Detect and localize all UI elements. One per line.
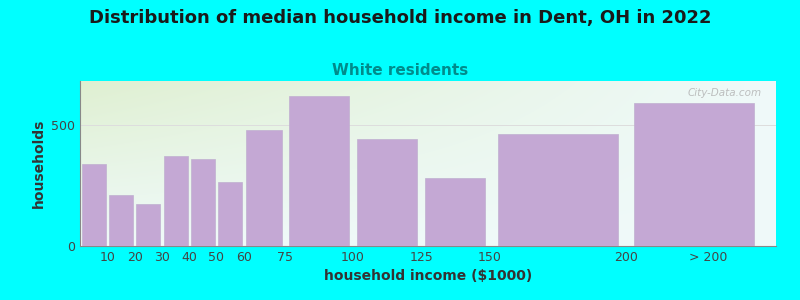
Bar bbox=[163, 156, 187, 246]
Bar bbox=[191, 159, 215, 246]
Bar bbox=[634, 103, 754, 246]
Bar bbox=[82, 164, 106, 246]
Text: City-Data.com: City-Data.com bbox=[688, 88, 762, 98]
Bar bbox=[246, 130, 282, 246]
Text: White residents: White residents bbox=[332, 63, 468, 78]
Bar bbox=[109, 195, 133, 246]
Bar bbox=[289, 96, 349, 246]
Bar bbox=[218, 182, 242, 246]
Bar bbox=[498, 134, 618, 246]
Text: Distribution of median household income in Dent, OH in 2022: Distribution of median household income … bbox=[89, 9, 711, 27]
X-axis label: household income ($1000): household income ($1000) bbox=[324, 269, 532, 284]
Bar bbox=[357, 139, 417, 246]
Y-axis label: households: households bbox=[31, 119, 46, 208]
Bar bbox=[426, 178, 486, 246]
Bar bbox=[136, 203, 160, 246]
